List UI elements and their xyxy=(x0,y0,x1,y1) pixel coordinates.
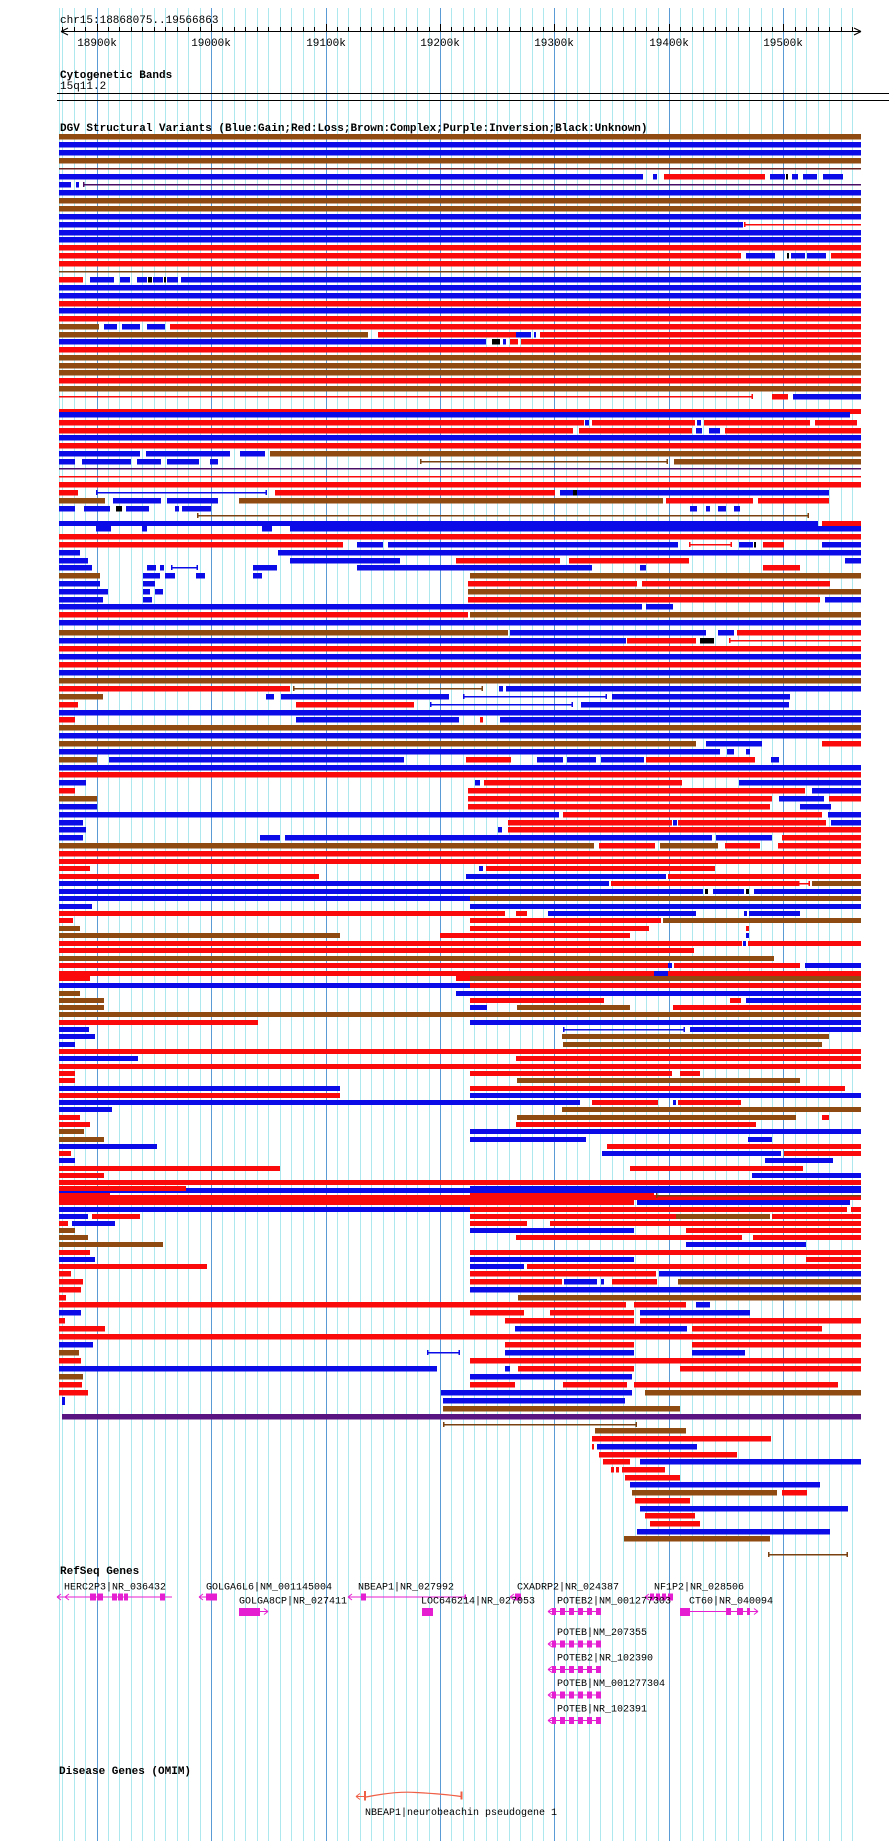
svg-text:NBEAP1|neurobeachin pseudogene: NBEAP1|neurobeachin pseudogene 1 xyxy=(365,1807,557,1819)
svg-text:18900k: 18900k xyxy=(77,38,117,50)
svg-text:HERC2P3|NR_036432: HERC2P3|NR_036432 xyxy=(64,1582,166,1594)
svg-text:CT60|NR_040094: CT60|NR_040094 xyxy=(689,1596,773,1608)
svg-text:POTEB|NM_001277304: POTEB|NM_001277304 xyxy=(557,1678,665,1690)
svg-text:Disease Genes (OMIM): Disease Genes (OMIM) xyxy=(59,1766,191,1778)
svg-text:19500k: 19500k xyxy=(763,38,803,50)
svg-text:LOC646214|NR_027053: LOC646214|NR_027053 xyxy=(421,1596,535,1608)
svg-text:POTEB|NM_207355: POTEB|NM_207355 xyxy=(557,1627,647,1639)
svg-text:RefSeq Genes: RefSeq Genes xyxy=(60,1566,139,1578)
svg-text:POTEB2|NR_102390: POTEB2|NR_102390 xyxy=(557,1653,653,1665)
svg-text:GOLGA8CP|NR_027411: GOLGA8CP|NR_027411 xyxy=(239,1596,347,1608)
svg-text:chr15:18868075..19566863: chr15:18868075..19566863 xyxy=(60,15,218,27)
svg-text:NBEAP1|NR_027992: NBEAP1|NR_027992 xyxy=(358,1582,454,1594)
svg-text:CXADRP2|NR_024387: CXADRP2|NR_024387 xyxy=(517,1582,619,1594)
svg-text:19400k: 19400k xyxy=(649,38,689,50)
svg-text:Cytogenetic Bands: Cytogenetic Bands xyxy=(60,70,172,82)
svg-text:NF1P2|NR_028506: NF1P2|NR_028506 xyxy=(654,1582,744,1594)
svg-text:15q11.2: 15q11.2 xyxy=(60,81,106,93)
svg-text:19300k: 19300k xyxy=(534,38,574,50)
svg-text:POTEB|NR_102391: POTEB|NR_102391 xyxy=(557,1704,647,1716)
svg-text:19000k: 19000k xyxy=(191,38,231,50)
svg-text:DGV Structural Variants (Blue:: DGV Structural Variants (Blue:Gain;Red:L… xyxy=(60,123,648,135)
svg-text:GOLGA6L6|NM_001145004: GOLGA6L6|NM_001145004 xyxy=(206,1582,332,1594)
svg-text:19200k: 19200k xyxy=(420,38,460,50)
svg-text:POTEB2|NM_001277303: POTEB2|NM_001277303 xyxy=(557,1596,671,1608)
svg-text:19100k: 19100k xyxy=(306,38,346,50)
